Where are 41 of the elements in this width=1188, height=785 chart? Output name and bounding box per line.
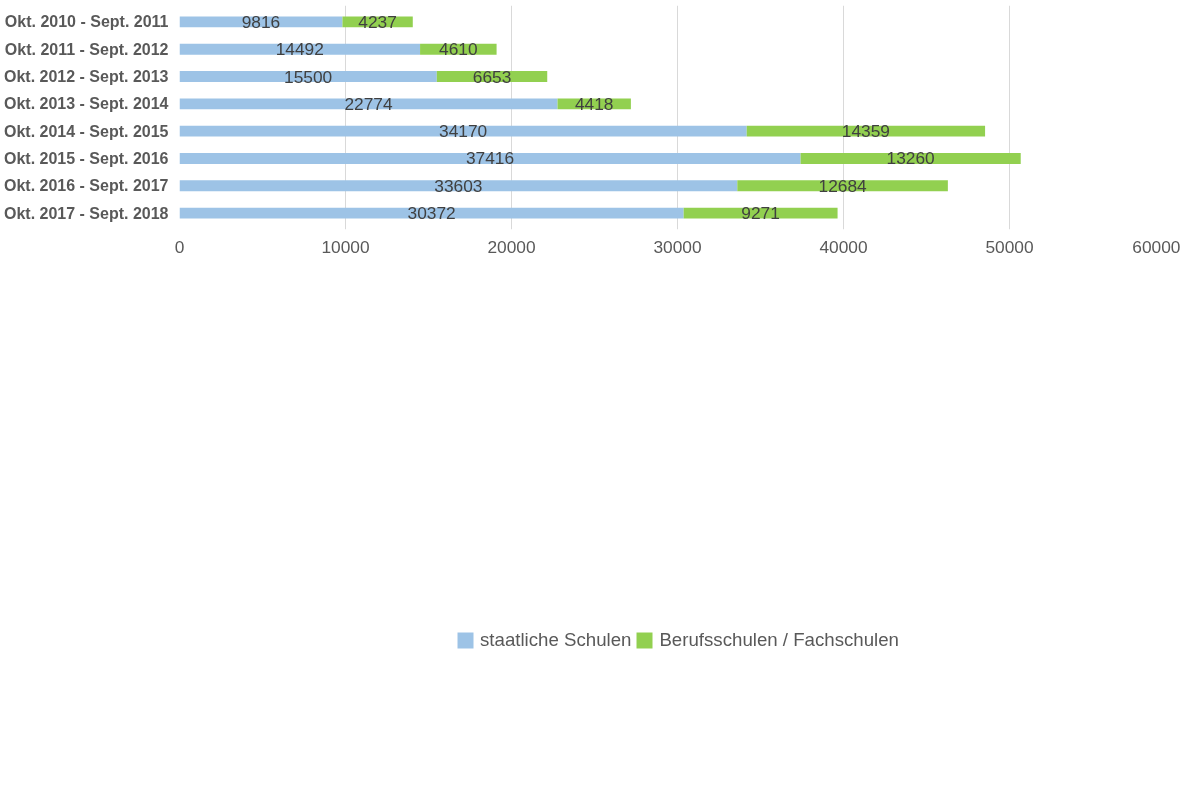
y-tick-label: Okt. 2010 - Sept. 2011 xyxy=(4,13,169,31)
bar xyxy=(179,125,747,137)
y-tick-label: Okt. 2013 - Sept. 2014 xyxy=(3,95,169,113)
data-label: 37416 xyxy=(465,148,515,169)
y-tick-label: Okt. 2012 - Sept. 2013 xyxy=(3,68,169,86)
data-label: 6653 xyxy=(472,66,512,87)
y-tick-label: Okt. 2015 - Sept. 2016 xyxy=(3,149,169,167)
data-label: 14359 xyxy=(841,121,890,142)
x-tick-label: 60000 xyxy=(1132,236,1181,257)
bar xyxy=(179,43,421,55)
data-label: 4418 xyxy=(574,93,614,114)
x-tick-label: 10000 xyxy=(321,236,370,257)
x-tick-label: 50000 xyxy=(985,236,1034,257)
x-tick-label: 0 xyxy=(174,236,185,257)
x-tick-label: 30000 xyxy=(653,236,702,257)
bar xyxy=(179,180,738,192)
x-tick-label: 20000 xyxy=(487,236,536,257)
bar xyxy=(179,153,801,164)
bar xyxy=(179,207,684,219)
data-label: 4610 xyxy=(439,39,478,60)
y-tick-label: Okt. 2014 - Sept. 2015 xyxy=(3,122,169,140)
y-tick-label: Okt. 2011 - Sept. 2012 xyxy=(4,40,169,58)
data-label: 13260 xyxy=(886,148,935,169)
data-label: 9816 xyxy=(241,11,281,32)
data-label: 9271 xyxy=(741,203,780,224)
data-label: 34170 xyxy=(439,121,488,142)
legend-label: Berufsschulen / Fachschulen xyxy=(659,628,899,651)
bar xyxy=(746,125,986,137)
bar xyxy=(179,98,558,110)
y-tick-label: Okt. 2016 - Sept. 2017 xyxy=(3,177,169,195)
x-tick-label: 40000 xyxy=(819,236,868,257)
data-label: 12684 xyxy=(818,175,868,196)
data-label: 22774 xyxy=(344,93,393,114)
data-label: 15500 xyxy=(284,66,333,87)
bar xyxy=(179,71,437,82)
data-label: 33603 xyxy=(434,175,483,196)
y-tick-label: Okt. 2017 - Sept. 2018 xyxy=(3,204,169,222)
data-label: 14492 xyxy=(275,39,324,60)
data-label: 4237 xyxy=(358,11,397,32)
data-label: 30372 xyxy=(407,203,456,224)
legend-label: staatliche Schulen xyxy=(480,628,632,651)
